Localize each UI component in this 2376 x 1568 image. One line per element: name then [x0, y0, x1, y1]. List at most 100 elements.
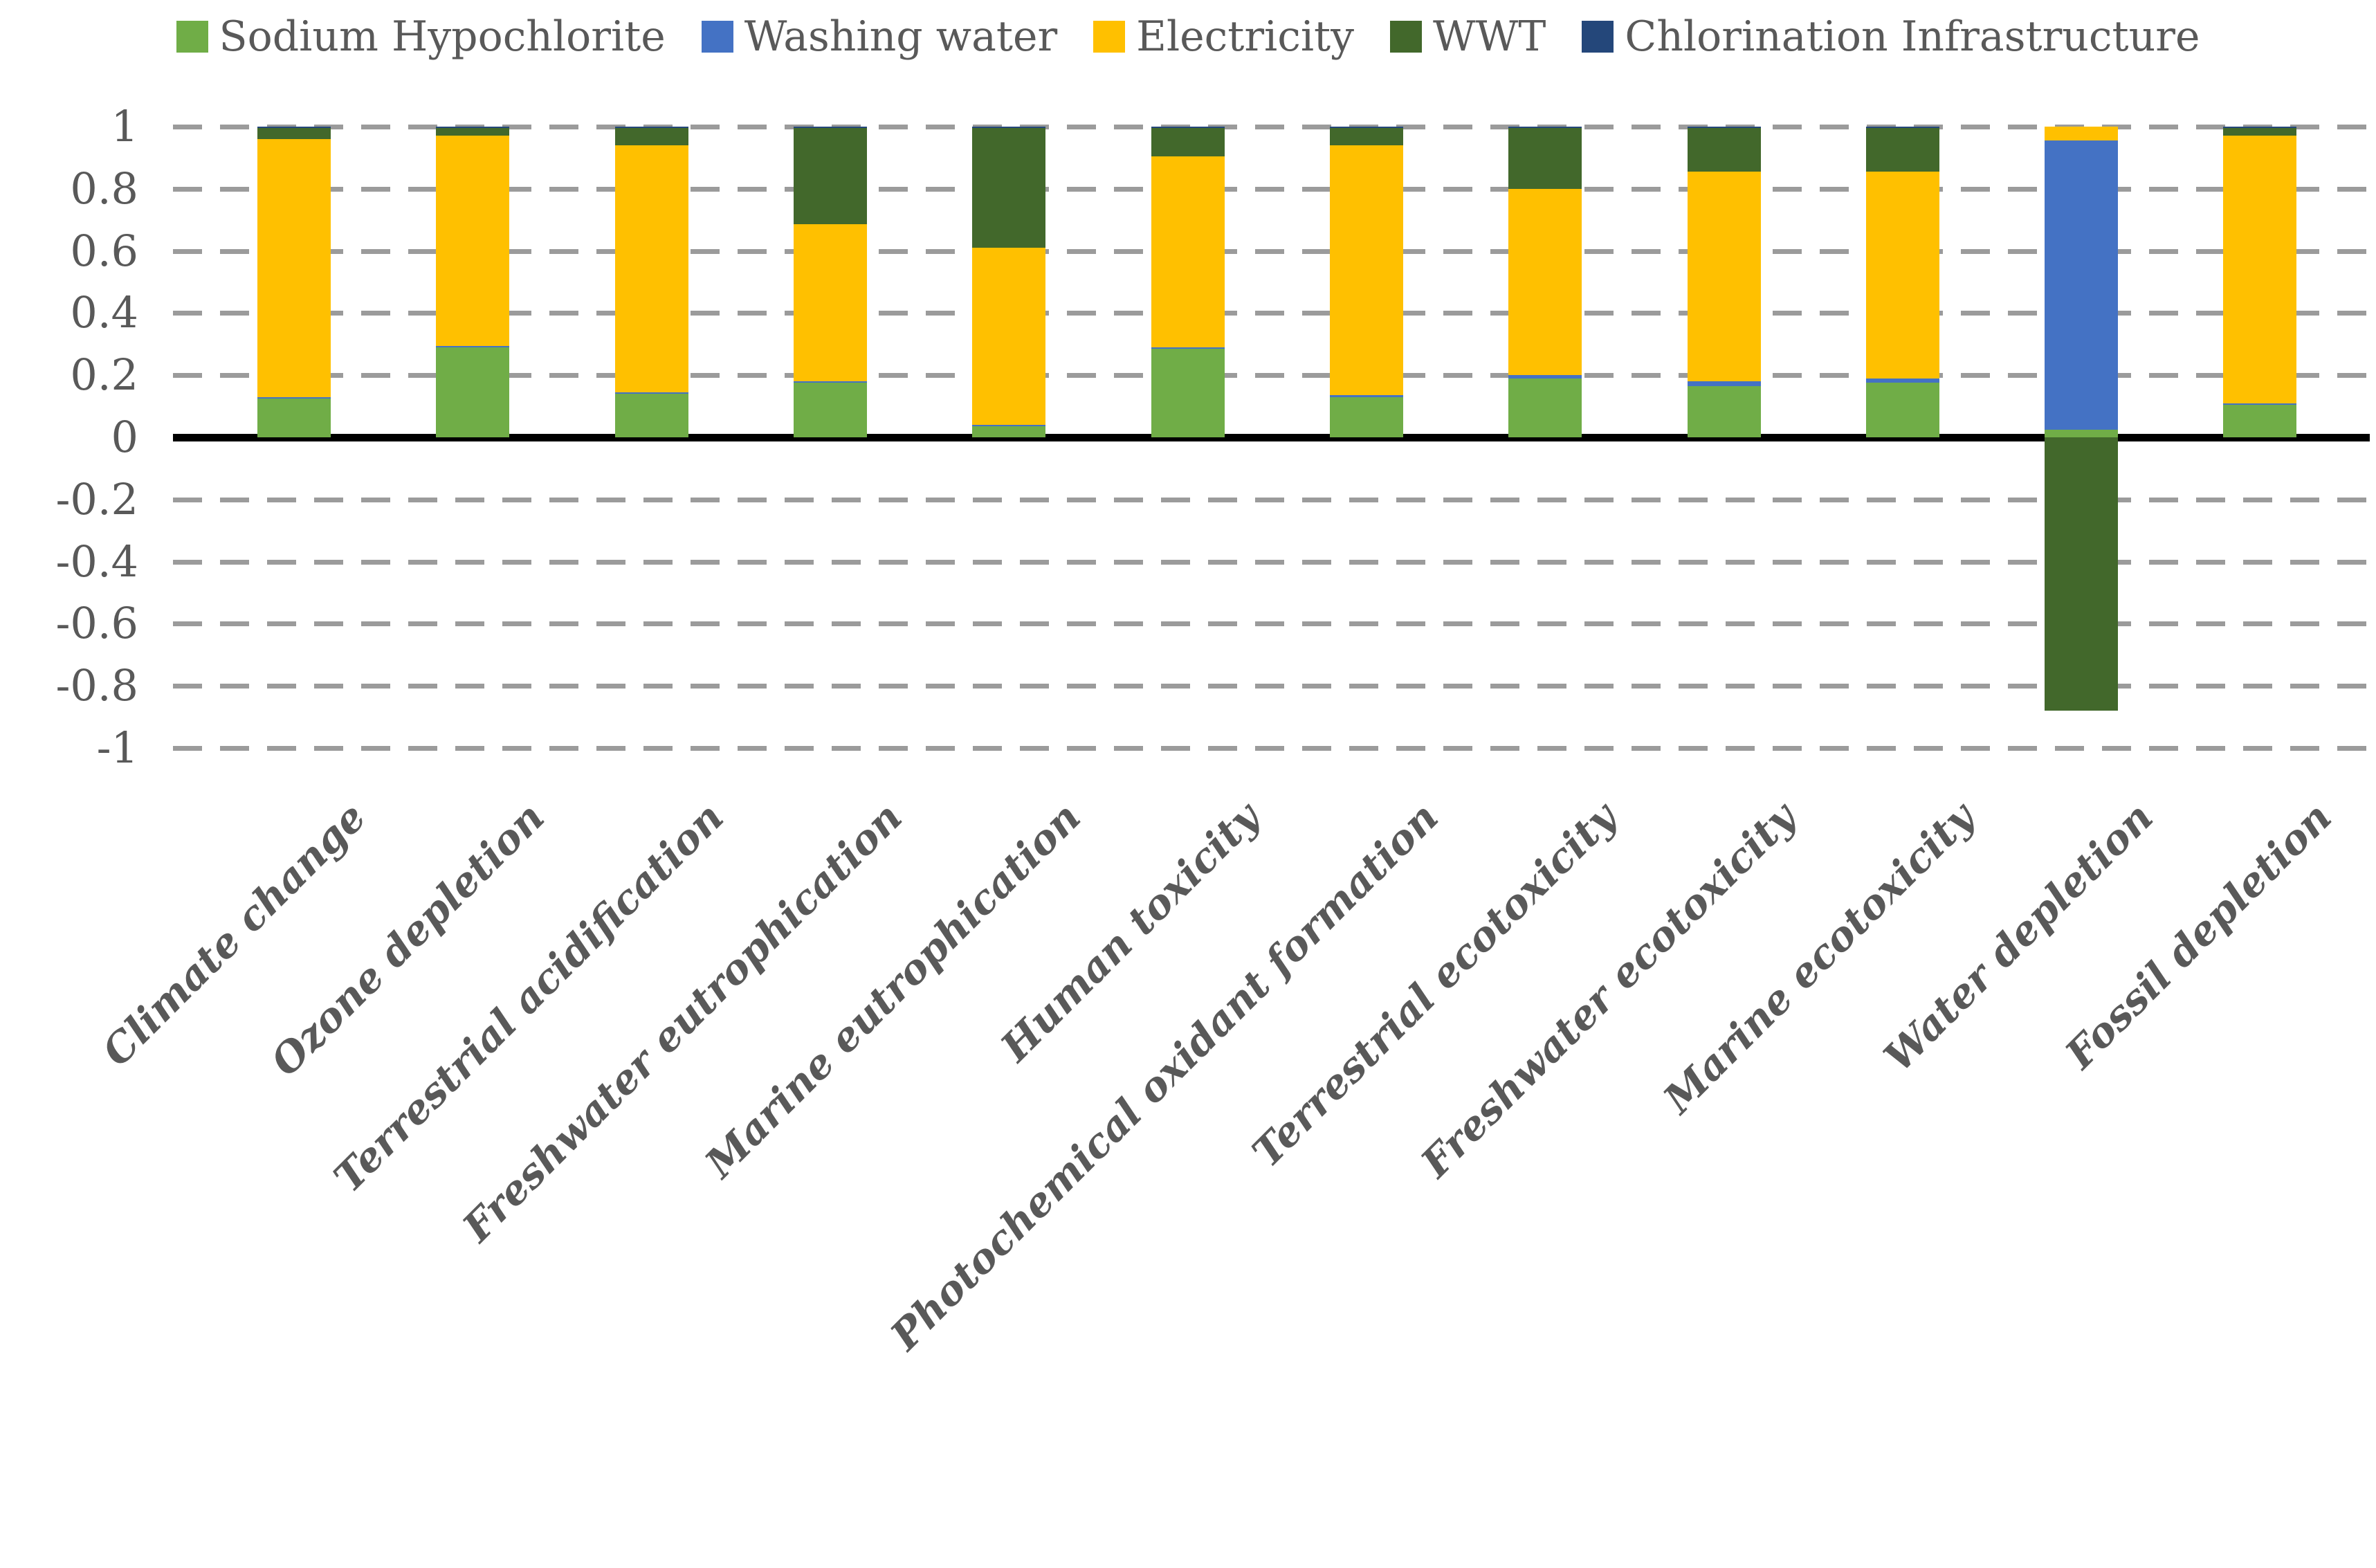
bar-segment-sodium-hypochlorite [614, 394, 688, 437]
y-tick-label: 1 [111, 101, 138, 152]
y-tick-label: 0 [111, 412, 138, 462]
y-tick-label: -0.8 [55, 660, 138, 711]
legend-swatch-icon [1582, 21, 1614, 53]
bar-segment-chlorination-infrastructure [436, 127, 510, 129]
bar-segment-wwt [1687, 128, 1761, 172]
bar-segment-washing-water [257, 396, 331, 399]
bar-freshwater-eutrophication [794, 0, 868, 1568]
bar-segment-chlorination-infrastructure [1508, 127, 1582, 129]
legend-swatch-icon [1093, 21, 1126, 53]
bar-segment-wwt [2045, 437, 2119, 711]
bar-segment-electricity [2223, 136, 2297, 403]
bar-segment-electricity [972, 248, 1046, 426]
gridline [173, 684, 2370, 689]
legend-label: Sodium Hypochlorite [219, 12, 666, 61]
bar-segment-washing-water [1329, 395, 1403, 397]
gridline [173, 621, 2370, 627]
bar-terrestrial-ecotoxicity [1508, 0, 1582, 1568]
gridline [173, 125, 2370, 129]
legend-item-washing-water: Washing water [701, 12, 1058, 61]
bar-segment-sodium-hypochlorite [794, 383, 868, 437]
bar-segment-electricity [794, 224, 868, 382]
legend-item-sodium-hypochlorite: Sodium Hypochlorite [176, 12, 666, 61]
bar-segment-chlorination-infrastructure [1687, 127, 1761, 129]
bar-segment-wwt [257, 128, 331, 139]
bar-segment-sodium-hypochlorite [1329, 396, 1403, 437]
bar-segment-washing-water [2223, 403, 2297, 405]
gridline [173, 497, 2370, 502]
bar-water-depletion [2045, 0, 2119, 1568]
y-tick-label: 0.6 [70, 225, 138, 276]
y-tick-label: 0.2 [70, 349, 138, 401]
bar-segment-wwt [794, 128, 868, 225]
bar-segment-washing-water [794, 381, 868, 383]
bar-segment-chlorination-infrastructure [794, 127, 868, 129]
bar-segment-electricity [257, 138, 331, 397]
bar-segment-washing-water [436, 345, 510, 347]
bar-marine-ecotoxicity [1865, 0, 1939, 1568]
legend: Sodium Hypochlorite Washing water Electr… [0, 12, 2376, 61]
bar-segment-chlorination-infrastructure [1329, 127, 1403, 129]
legend-item-chlorination-infrastructure: Chlorination Infrastructure [1582, 12, 2200, 61]
bar-segment-sodium-hypochlorite [2045, 429, 2119, 437]
bar-segment-electricity [1687, 172, 1761, 382]
bar-segment-sodium-hypochlorite [1687, 385, 1761, 437]
bar-segment-electricity [1151, 156, 1225, 347]
bar-segment-washing-water [614, 392, 688, 394]
bar-segment-chlorination-infrastructure [1151, 127, 1225, 129]
bar-segment-chlorination-infrastructure [257, 127, 331, 129]
legend-label: Electricity [1136, 12, 1355, 61]
bar-segment-electricity [436, 136, 510, 346]
bar-segment-wwt [1151, 128, 1225, 156]
bar-segment-washing-water [972, 425, 1046, 427]
legend-label: WWT [1433, 12, 1546, 61]
bar-human-toxicity [1151, 0, 1225, 1568]
bar-segment-chlorination-infrastructure [1865, 127, 1939, 129]
bar-segment-washing-water [1687, 381, 1761, 386]
bar-segment-electricity [614, 145, 688, 392]
bar-segment-wwt [2223, 128, 2297, 136]
bar-segment-sodium-hypochlorite [1508, 378, 1582, 437]
gridline [173, 186, 2370, 192]
bar-segment-wwt [1865, 128, 1939, 172]
y-tick-label: -0.6 [55, 598, 138, 649]
bar-fossil-depletion [2223, 0, 2297, 1568]
gridline [173, 559, 2370, 565]
bar-segment-electricity [1865, 172, 1939, 379]
legend-label: Chlorination Infrastructure [1625, 12, 2200, 61]
y-tick-label: -0.2 [55, 473, 138, 525]
bar-segment-sodium-hypochlorite [1865, 383, 1939, 437]
bar-segment-washing-water [1508, 375, 1582, 379]
bar-climate-change [257, 0, 331, 1568]
bar-photochemical-oxidant-formation [1329, 0, 1403, 1568]
bar-ozone-depletion [436, 0, 510, 1568]
bar-segment-chlorination-infrastructure [614, 127, 688, 129]
bar-freshwater-ecotoxicity [1687, 0, 1761, 1568]
bar-segment-wwt [1329, 128, 1403, 145]
zero-axis-line [173, 434, 2370, 441]
bar-segment-sodium-hypochlorite [2223, 404, 2297, 437]
gridline [173, 373, 2370, 379]
y-tick-label: -1 [96, 722, 138, 773]
gridline [173, 248, 2370, 254]
bar-segment-sodium-hypochlorite [972, 426, 1046, 437]
bar-segment-washing-water [1865, 378, 1939, 383]
bar-segment-sodium-hypochlorite [257, 398, 331, 437]
gridline [173, 746, 2370, 751]
bar-segment-wwt [614, 128, 688, 145]
legend-swatch-icon [701, 21, 733, 53]
y-tick-label: -0.4 [55, 536, 138, 587]
y-tick-label: 0.8 [70, 163, 138, 214]
bar-segment-chlorination-infrastructure [2223, 127, 2297, 129]
bar-terrestrial-acidification [614, 0, 688, 1568]
legend-label: Washing water [744, 12, 1058, 61]
bar-segment-wwt [1508, 128, 1582, 189]
bar-segment-washing-water [2045, 140, 2119, 430]
bar-segment-washing-water [1151, 347, 1225, 349]
bar-segment-sodium-hypochlorite [1151, 349, 1225, 437]
y-tick-label: 0.4 [70, 287, 138, 338]
bar-segment-wwt [436, 128, 510, 136]
legend-item-wwt: WWT [1390, 12, 1546, 61]
legend-swatch-icon [176, 21, 208, 53]
